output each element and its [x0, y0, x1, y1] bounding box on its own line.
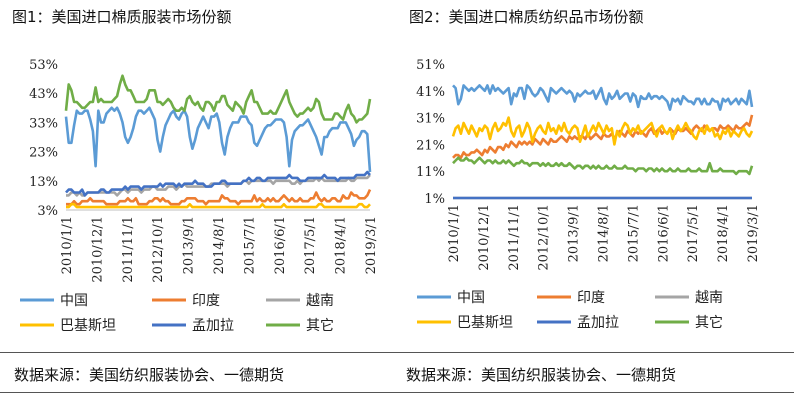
series-line-right-3 [451, 116, 754, 146]
chart-title-left: 图1：美国进口棉质服装市场份额 [12, 8, 232, 26]
series-line-left-3 [66, 202, 371, 209]
chart-panel-left: 3% 13% 23% 33% 43% 53% 2010/1/1 2010/12/1 2011/1… [0, 0, 397, 354]
x-tick-label-left: 2012/10/1 [151, 216, 166, 283]
source-note-right: 数据来源：美国纺织服装协会、一德期货 [406, 366, 677, 384]
y-tick-label-left: 13% [29, 175, 58, 190]
x-tick-label-left: 2010/1/1 [60, 216, 75, 274]
x-tick-label-right: 2017/5/1 [686, 204, 701, 262]
series-line-left-5 [64, 74, 372, 124]
x-tick-label-right: 2012/10/1 [537, 204, 552, 271]
y-tick-label-right: 51% [416, 58, 445, 73]
x-tick-label-right: 2013/9/1 [567, 204, 582, 262]
legend-label-left-1: 印度 [192, 293, 220, 309]
y-tick-label-right: 21% [416, 138, 445, 153]
chart-panel-right: 1% 11% 21% 31% 41% 51% 2010/1/1 2010/12/1 2011/1… [397, 0, 794, 354]
legend-label-left-5: 其它 [306, 317, 334, 334]
legend-label-left-3: 巴基斯坦 [60, 317, 116, 334]
source-divider-bottom [0, 392, 794, 393]
y-tick-label-right: 11% [416, 165, 445, 180]
y-tick-label-left: 23% [29, 146, 58, 161]
series-line-left-1 [66, 189, 372, 206]
x-tick-label-left: 2018/4/1 [334, 216, 349, 274]
series-line-right-5 [452, 156, 754, 176]
x-tick-label-left: 2015/7/1 [242, 216, 257, 274]
series-line-right-0 [452, 84, 754, 111]
x-tick-label-left: 2013/9/1 [182, 216, 197, 274]
x-tick-label-right: 2019/3/1 [746, 204, 761, 262]
legend-label-right-5: 其它 [695, 314, 723, 331]
legend-label-right-1: 印度 [577, 290, 605, 306]
legend-label-left-2: 越南 [306, 293, 334, 309]
x-tick-label-left: 2014/8/1 [212, 216, 227, 274]
x-tick-label-right: 2011/11/1 [507, 204, 522, 271]
chart-svg-right: 1% 11% 21% 31% 41% 51% 2010/1/1 2010/12/1 2011/1… [416, 58, 761, 331]
x-tick-label-left: 2017/5/1 [303, 216, 318, 274]
x-tick-label-left: 2019/3/1 [364, 216, 379, 274]
series-line-left-2 [66, 174, 371, 197]
x-tick-label-right: 2010/12/1 [477, 204, 492, 271]
x-tick-label-left: 2010/12/1 [90, 216, 105, 283]
legend-label-left-0: 中国 [60, 293, 88, 309]
legend-label-left-4: 孟加拉 [192, 318, 234, 334]
source-note-left: 数据来源：美国纺织服装协会、一德期货 [14, 366, 285, 384]
y-tick-label-right: 1% [424, 192, 445, 207]
series-line-left-4 [65, 170, 371, 197]
x-tick-label-right: 2014/8/1 [597, 204, 612, 262]
y-tick-label-left: 33% [29, 116, 58, 131]
source-divider-top [0, 352, 794, 353]
chart-svg-left: 3% 13% 23% 33% 43% 53% 2010/1/1 2010/12/1 2011/1… [20, 58, 379, 334]
y-tick-label-left: 43% [29, 87, 58, 102]
series-line-left-0 [64, 106, 372, 173]
x-tick-label-right: 2015/7/1 [626, 204, 641, 262]
series-line-right-1 [452, 114, 754, 160]
x-tick-label-right: 2018/4/1 [716, 204, 731, 262]
x-tick-label-right: 2010/1/1 [447, 204, 462, 262]
x-tick-label-left: 2011/11/1 [121, 216, 136, 283]
legend-label-right-2: 越南 [695, 290, 723, 306]
chart-title-right: 图2：美国进口棉质纺织品市场份额 [409, 8, 644, 26]
y-tick-label-left: 53% [29, 58, 58, 73]
y-tick-label-right: 31% [416, 112, 445, 127]
legend-label-right-3: 巴基斯坦 [457, 314, 513, 331]
legend-label-right-0: 中国 [457, 290, 485, 306]
x-tick-label-left: 2016/6/1 [273, 216, 288, 274]
legend-label-right-4: 孟加拉 [577, 315, 619, 331]
y-tick-label-right: 41% [416, 85, 445, 100]
y-tick-label-left: 3% [37, 204, 58, 219]
x-tick-label-right: 2016/6/1 [656, 204, 671, 262]
